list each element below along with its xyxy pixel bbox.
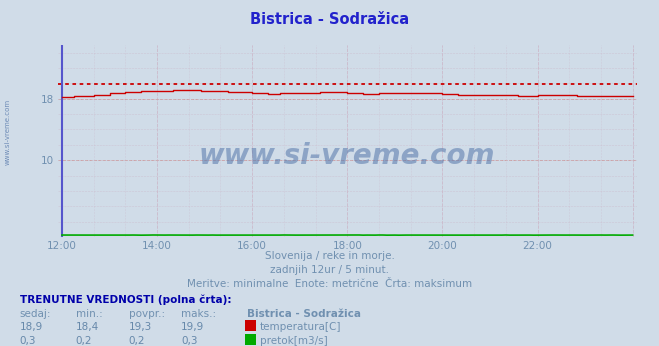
Text: 18,4: 18,4 (76, 322, 99, 333)
Text: www.si-vreme.com: www.si-vreme.com (5, 98, 11, 165)
Text: www.si-vreme.com: www.si-vreme.com (199, 142, 496, 170)
Text: 19,9: 19,9 (181, 322, 204, 333)
Text: pretok[m3/s]: pretok[m3/s] (260, 336, 328, 346)
Text: Bistrica - Sodražica: Bistrica - Sodražica (247, 309, 361, 319)
Text: povpr.:: povpr.: (129, 309, 165, 319)
Text: temperatura[C]: temperatura[C] (260, 322, 341, 333)
Text: Bistrica - Sodražica: Bistrica - Sodražica (250, 12, 409, 27)
Text: Slovenija / reke in morje.: Slovenija / reke in morje. (264, 251, 395, 261)
Text: Meritve: minimalne  Enote: metrične  Črta: maksimum: Meritve: minimalne Enote: metrične Črta:… (187, 279, 472, 289)
Text: 0,2: 0,2 (76, 336, 92, 346)
Text: 0,3: 0,3 (20, 336, 36, 346)
Text: 0,3: 0,3 (181, 336, 198, 346)
Text: maks.:: maks.: (181, 309, 216, 319)
Text: zadnjih 12ur / 5 minut.: zadnjih 12ur / 5 minut. (270, 265, 389, 275)
Text: TRENUTNE VREDNOSTI (polna črta):: TRENUTNE VREDNOSTI (polna črta): (20, 295, 231, 305)
Text: 0,2: 0,2 (129, 336, 145, 346)
Text: 18,9: 18,9 (20, 322, 43, 333)
Text: 19,3: 19,3 (129, 322, 152, 333)
Text: sedaj:: sedaj: (20, 309, 51, 319)
Text: min.:: min.: (76, 309, 103, 319)
